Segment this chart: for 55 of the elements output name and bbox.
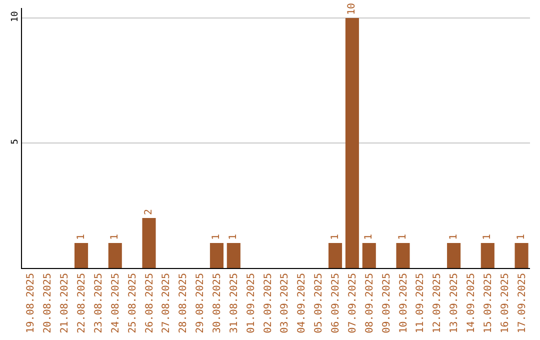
x-tick-label: 07.09.2025 — [347, 273, 358, 334]
data-label: 1 — [228, 234, 240, 240]
x-tick-label: 15.09.2025 — [482, 273, 494, 334]
x-tick-label: 27.08.2025 — [161, 273, 172, 334]
x-tick-label: 31.08.2025 — [228, 273, 240, 334]
data-label: 10 — [346, 2, 358, 15]
x-tick-label: 12.09.2025 — [432, 273, 444, 334]
x-tick-label: 21.08.2025 — [60, 273, 71, 334]
x-tick-label: 04.09.2025 — [296, 273, 308, 334]
x-tick-label: 28.08.2025 — [178, 273, 190, 334]
x-tick-label: 25.08.2025 — [127, 273, 138, 334]
bar — [226, 243, 240, 268]
bar — [210, 243, 224, 268]
bar — [345, 18, 359, 268]
data-label: 1 — [516, 234, 528, 240]
bar — [514, 243, 528, 268]
y-tick-label: 5 — [10, 138, 20, 144]
data-label: 1 — [110, 234, 121, 240]
x-tick-label: 23.08.2025 — [93, 273, 104, 334]
x-tick-label: 13.09.2025 — [449, 273, 460, 334]
bar — [328, 243, 342, 268]
x-tick-label: 03.09.2025 — [280, 273, 291, 334]
data-label: 1 — [330, 234, 341, 240]
data-label: 2 — [144, 208, 154, 215]
x-tick-label: 02.09.2025 — [262, 273, 274, 334]
data-label: 1 — [364, 234, 375, 240]
bar — [396, 243, 410, 268]
bar — [74, 243, 88, 268]
data-label: 1 — [398, 234, 408, 240]
bar — [447, 243, 461, 268]
x-tick-label: 08.09.2025 — [364, 273, 376, 334]
data-label: 1 — [76, 234, 87, 240]
x-tick-label: 01.09.2025 — [246, 273, 257, 334]
x-tick-label: 05.09.2025 — [314, 273, 325, 334]
x-tick-label: 24.08.2025 — [110, 273, 122, 334]
bar — [480, 243, 494, 268]
x-tick-label: 20.08.2025 — [42, 273, 54, 334]
x-tick-label: 14.09.2025 — [466, 273, 477, 334]
x-tick-label: 16.09.2025 — [500, 273, 511, 334]
x-tick-label: 11.09.2025 — [415, 273, 426, 334]
x-tick-label: 26.08.2025 — [144, 273, 156, 334]
bar — [142, 218, 156, 268]
x-tick-label: 09.09.2025 — [381, 273, 392, 334]
x-tick-label: 10.09.2025 — [398, 273, 410, 334]
x-tick-label: 17.09.2025 — [516, 273, 528, 334]
x-tick-label: 19.08.2025 — [26, 273, 37, 334]
x-tick-label: 29.08.2025 — [195, 273, 206, 334]
x-tick-label: 06.09.2025 — [330, 273, 342, 334]
x-tick-label: 30.08.2025 — [212, 273, 223, 334]
data-label: 1 — [448, 234, 460, 240]
data-label: 1 — [211, 234, 222, 240]
x-tick-label: 22.08.2025 — [76, 273, 88, 334]
bar — [362, 243, 376, 268]
data-label: 1 — [482, 234, 494, 240]
bar — [108, 243, 122, 268]
